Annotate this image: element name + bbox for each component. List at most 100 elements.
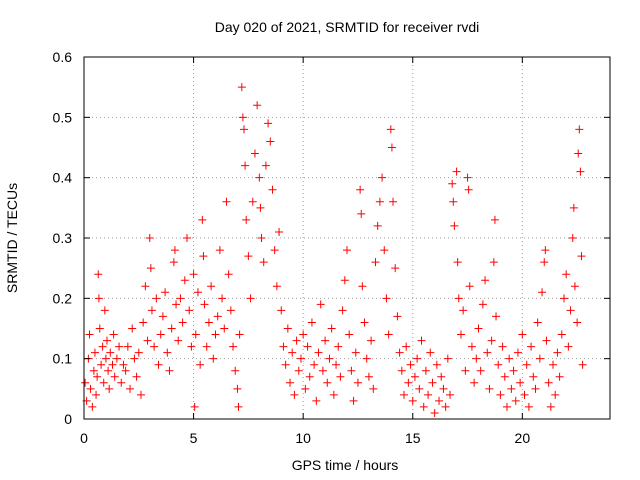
data-point <box>478 300 487 309</box>
data-point <box>489 258 498 267</box>
data-point <box>108 360 117 369</box>
data-point <box>154 360 163 369</box>
data-point <box>196 360 205 369</box>
data-point <box>443 354 452 363</box>
data-point <box>454 294 463 303</box>
data-point <box>303 342 312 351</box>
data-point <box>520 390 529 399</box>
data-point <box>261 161 270 170</box>
data-point <box>272 282 281 291</box>
data-point <box>399 390 408 399</box>
data-point <box>573 318 582 327</box>
data-point <box>215 246 224 255</box>
data-point <box>483 348 492 357</box>
data-point <box>449 197 458 206</box>
data-point <box>538 288 547 297</box>
data-point <box>452 167 461 176</box>
data-point <box>541 246 550 255</box>
data-point <box>279 342 288 351</box>
data-point <box>89 366 98 375</box>
y-tick-label: 0.2 <box>53 290 73 306</box>
x-axis-label: GPS time / hours <box>292 457 399 473</box>
data-point <box>410 372 419 381</box>
data-point <box>450 221 459 230</box>
data-point <box>100 306 109 315</box>
data-point <box>283 324 292 333</box>
data-point <box>199 252 208 261</box>
data-point <box>268 185 277 194</box>
data-point <box>126 384 135 393</box>
data-point <box>557 330 566 339</box>
data-point <box>325 354 334 363</box>
data-point <box>395 348 404 357</box>
data-point <box>286 378 295 387</box>
data-point <box>343 246 351 255</box>
data-point <box>474 324 483 333</box>
data-point <box>242 215 251 224</box>
data-point <box>564 342 573 351</box>
data-point <box>95 324 104 333</box>
data-point <box>132 372 141 381</box>
data-point <box>456 330 465 339</box>
data-point <box>198 215 207 224</box>
data-point <box>387 143 396 152</box>
data-point <box>256 203 265 212</box>
data-point <box>257 234 266 242</box>
data-point <box>373 221 382 230</box>
data-point <box>224 270 233 279</box>
data-point <box>98 342 107 351</box>
data-point <box>152 294 161 303</box>
data-point <box>106 348 115 357</box>
data-point <box>569 203 578 212</box>
data-point <box>531 384 540 393</box>
data-point <box>185 306 194 315</box>
data-point <box>371 258 380 267</box>
data-point <box>518 330 527 339</box>
data-point <box>316 300 325 309</box>
data-point <box>375 197 384 206</box>
data-point <box>487 336 496 345</box>
data-point <box>476 366 485 375</box>
data-point <box>109 330 118 339</box>
data-point <box>88 402 97 411</box>
data-point <box>555 372 564 381</box>
x-tick-label: 5 <box>190 430 198 446</box>
data-point <box>461 366 470 375</box>
data-point <box>90 348 99 357</box>
data-point <box>378 173 387 182</box>
x-tick-label: 15 <box>405 430 421 446</box>
data-point <box>347 366 356 375</box>
data-point <box>389 197 398 206</box>
data-point <box>527 342 536 351</box>
data-point <box>551 390 560 399</box>
data-point <box>415 384 424 393</box>
data-point <box>397 366 406 375</box>
data-point <box>86 384 95 393</box>
data-point <box>235 330 244 339</box>
data-point <box>281 360 290 369</box>
data-point <box>446 390 455 399</box>
data-point <box>533 318 542 327</box>
data-point <box>513 348 522 357</box>
data-point <box>209 354 218 363</box>
data-point <box>358 282 367 291</box>
data-point <box>380 246 389 255</box>
data-point <box>490 215 499 224</box>
data-point <box>134 348 143 357</box>
x-tick-label: 10 <box>295 430 311 446</box>
data-point <box>327 324 336 333</box>
data-point <box>540 258 549 267</box>
data-point <box>369 384 378 393</box>
data-point <box>94 270 103 279</box>
data-point <box>81 378 90 387</box>
data-point <box>472 354 481 363</box>
data-point <box>239 125 248 134</box>
y-axis-label: SRMTID / TECUs <box>4 183 20 293</box>
data-point <box>349 396 358 405</box>
data-point <box>275 227 284 236</box>
data-point <box>241 161 250 170</box>
data-point <box>314 348 323 357</box>
data-point <box>158 312 167 321</box>
data-point <box>535 354 544 363</box>
data-point <box>384 330 393 339</box>
